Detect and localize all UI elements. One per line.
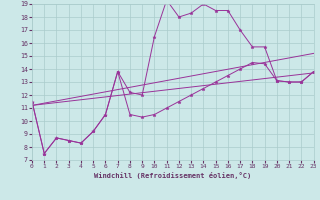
X-axis label: Windchill (Refroidissement éolien,°C): Windchill (Refroidissement éolien,°C) (94, 172, 252, 179)
